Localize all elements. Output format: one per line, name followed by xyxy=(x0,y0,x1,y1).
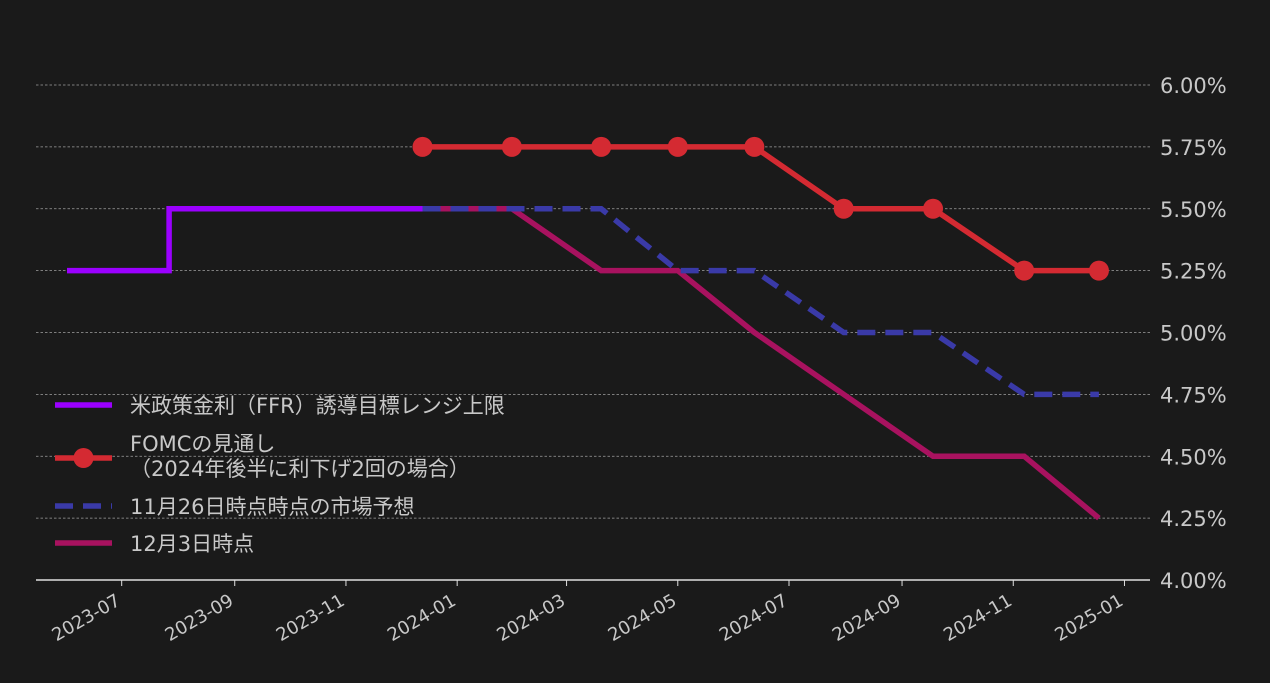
y-tick-label-2: 4.50% xyxy=(1160,445,1227,469)
series-line-0 xyxy=(67,206,423,274)
series-1-marker-7 xyxy=(1014,260,1035,281)
series-1-marker-0 xyxy=(412,136,433,157)
series-1-marker-4 xyxy=(744,136,765,157)
y-tick-label-6: 5.50% xyxy=(1160,198,1227,222)
x-tick-label-6: 2024-07 xyxy=(716,590,792,646)
x-tick-label-0: 2023-07 xyxy=(49,590,125,646)
y-tick-label-1: 4.25% xyxy=(1160,507,1227,531)
y-tick-label-5: 5.25% xyxy=(1160,260,1227,284)
x-tick-label-9: 2025-01 xyxy=(1051,590,1127,646)
x-tick-label-5: 2024-05 xyxy=(605,590,681,646)
series-1-marker-1 xyxy=(501,136,522,157)
y-tick-label-0: 4.00% xyxy=(1160,569,1227,593)
legend-label-2: 11月26日時点時点の市場予想 xyxy=(130,495,414,519)
series-layer xyxy=(67,136,1109,521)
legend-label-1-line2: （2024年後半に利下げ2回の場合） xyxy=(130,457,470,481)
legend: 米政策金利（FFR）誘導目標レンジ上限 FOMCの見通し（2024年後半に利下げ2… xyxy=(55,394,505,556)
legend-label-3: 12月3日時点 xyxy=(130,532,254,556)
legend-marker-1 xyxy=(73,448,94,468)
series-1-marker-2 xyxy=(591,136,612,157)
y-tick-label-3: 4.75% xyxy=(1160,383,1227,407)
x-tick-label-4: 2024-03 xyxy=(493,590,569,646)
y-tick-label-7: 5.75% xyxy=(1160,136,1227,160)
x-tick-label-3: 2024-01 xyxy=(384,590,460,646)
series-1-marker-5 xyxy=(833,198,854,219)
x-tick-label-2: 2023-11 xyxy=(273,590,349,646)
y-tick-label-4: 5.00% xyxy=(1160,322,1227,346)
x-tick-label-1: 2023-09 xyxy=(162,590,238,646)
x-tick-label-7: 2024-09 xyxy=(829,590,905,646)
axes: 4.00% 4.25% 4.50% 4.75% 5.00% 5.25% 5.50% 5.75%… xyxy=(36,74,1227,646)
x-tick-label-8: 2024-11 xyxy=(940,590,1016,646)
series-line-2 xyxy=(422,206,1099,398)
series-1-marker-8 xyxy=(1088,260,1109,281)
legend-label-0: 米政策金利（FFR）誘導目標レンジ上限 xyxy=(130,394,505,418)
series-line-3 xyxy=(422,206,1101,521)
legend-label-1: FOMCの見通し xyxy=(130,432,275,456)
y-tick-label-8: 6.00% xyxy=(1160,74,1227,98)
series-1-marker-6 xyxy=(923,198,944,219)
series-1-marker-3 xyxy=(667,136,688,157)
